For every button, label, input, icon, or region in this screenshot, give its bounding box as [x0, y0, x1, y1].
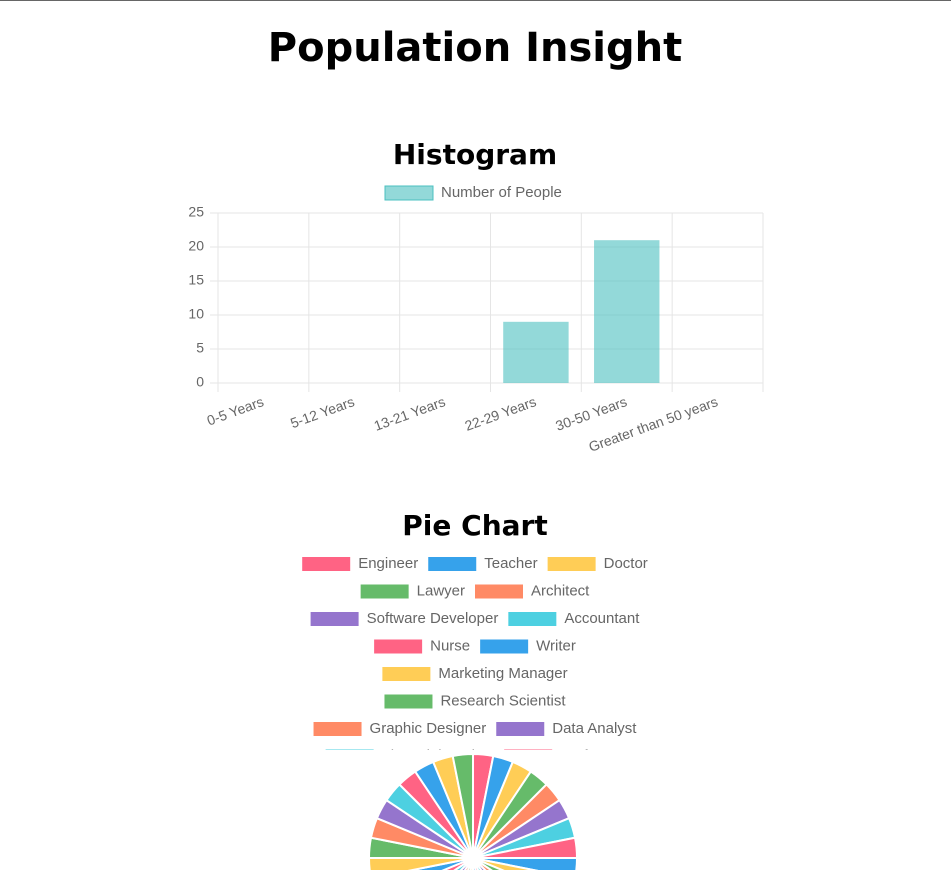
y-tick-label: 20 — [188, 238, 204, 254]
legend-label: Research Scientist — [440, 692, 566, 709]
y-tick-label: 5 — [196, 340, 204, 356]
legend-label: Financial Analyst — [382, 747, 495, 764]
histogram: Number of People 0 5 10 15 20 25 0-5 Years 5-12 … — [188, 184, 764, 455]
legend-label: Professor — [560, 747, 624, 764]
legend-label: Lawyer — [417, 582, 465, 599]
pie-slice — [466, 857, 474, 870]
legend-swatch — [384, 694, 433, 709]
y-tick-label: 0 — [196, 374, 204, 390]
page-title: Population Insight — [268, 25, 682, 71]
legend-swatch — [313, 722, 362, 736]
legend-swatch — [310, 612, 359, 626]
legend-swatch — [428, 557, 477, 571]
legend-swatch — [475, 584, 523, 599]
legend-label: Data Analyst — [552, 720, 637, 737]
x-tick-label: 5-12 Years — [288, 393, 356, 431]
pie-slice — [472, 857, 539, 870]
legend-label: Marketing Manager — [438, 665, 567, 682]
legend-label: Doctor — [604, 555, 648, 572]
pie-slice — [451, 752, 474, 859]
legend-label: Engineer — [358, 555, 418, 572]
legend-swatch — [325, 749, 374, 750]
legend-swatch — [547, 557, 596, 571]
legend-swatch — [382, 667, 431, 681]
pie-chart — [367, 752, 579, 870]
legend-swatch — [302, 557, 351, 571]
bar — [503, 321, 569, 383]
legend-swatch — [496, 722, 545, 736]
bar — [594, 240, 660, 383]
legend-swatch — [384, 185, 434, 201]
legend-swatch — [508, 612, 557, 626]
chart-title: Histogram — [393, 138, 557, 171]
legend-label: Nurse — [430, 637, 470, 654]
legend-label: Architect — [531, 582, 590, 599]
legend-label: Software Developer — [367, 610, 499, 627]
pie-slice — [407, 857, 474, 870]
legend-label: Writer — [536, 637, 576, 654]
legend-swatch — [374, 639, 423, 654]
y-tick-label: 25 — [188, 204, 204, 220]
legend-label: Accountant — [564, 610, 640, 627]
legend-label: Number of People — [441, 184, 562, 201]
y-tick-label: 10 — [188, 306, 204, 322]
legend-label: Teacher — [484, 555, 537, 572]
y-tick-label: 15 — [188, 272, 204, 288]
x-tick-label: 0-5 Years — [205, 393, 266, 428]
pie-legend: Engineer Teacher Doctor Lawyer Architect Soft… — [302, 555, 648, 791]
legend-swatch — [332, 777, 380, 791]
legend-swatch — [480, 639, 529, 654]
pie-slice — [472, 857, 505, 870]
chart-title: Pie Chart — [402, 509, 547, 542]
pie-slice — [472, 857, 579, 870]
x-tick-label: 13-21 Years — [372, 393, 448, 434]
legend-swatch — [360, 584, 409, 599]
legend-label: Graphic Designer — [370, 720, 487, 737]
legend-swatch — [504, 749, 553, 750]
x-tick-label: 22-29 Years — [463, 393, 539, 434]
